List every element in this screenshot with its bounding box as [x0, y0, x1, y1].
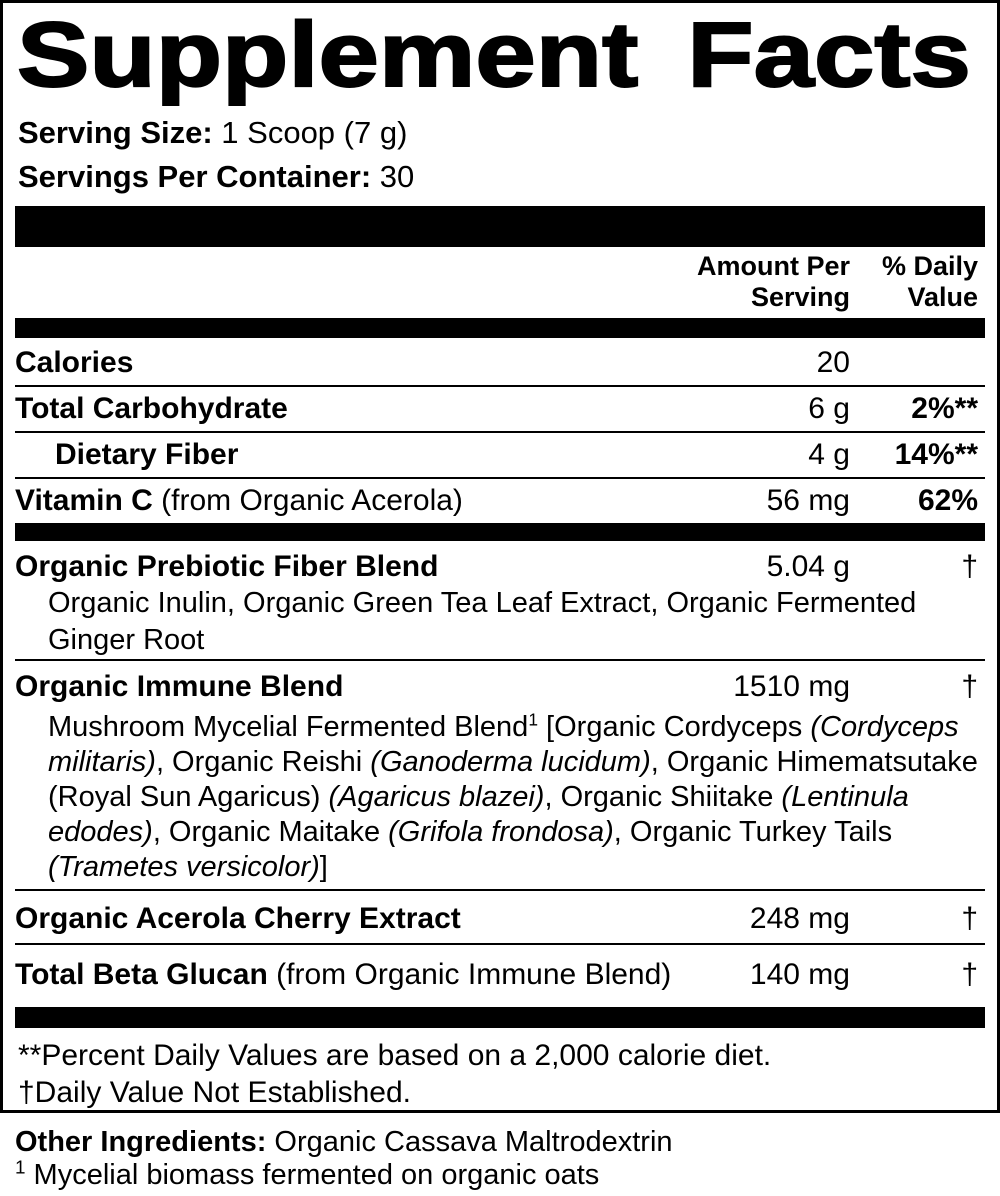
other-ingredients-block: Other Ingredients: Organic Cassava Maltr… [15, 1126, 1000, 1192]
column-header-daily-value: % Daily Value [850, 251, 985, 313]
immune-blend-description: Mushroom Mycelial Fermented Blend1 [Orga… [48, 709, 978, 883]
vitamin-c-daily-value: 62% [917, 484, 978, 517]
amount-header-line2: Serving [750, 282, 850, 312]
other-ingredients-label: Other Ingredients: [15, 1126, 267, 1158]
row-prebiotic-blend: Organic Prebiotic Fiber Blend 5.04 g † [15, 543, 985, 585]
supplement-facts-panel: Supplement Facts Serving Size: 1 Scoop (… [0, 0, 1000, 1113]
mycelial-footnote-line: 1 Mycelial biomass fermented on organic … [15, 1156, 1000, 1192]
row-immune-blend: Organic Immune Blend 1510 mg † [15, 661, 985, 705]
dietary-fiber-name: Dietary Fiber [55, 438, 239, 471]
serving-size-label: Serving Size: [18, 115, 213, 150]
vitamin-c-name-rest: (from Organic Acerola) [152, 484, 463, 517]
immune-blend-dagger: † [961, 670, 978, 703]
separator-bar-header [15, 318, 985, 338]
amount-header-line1: Amount Per [696, 251, 850, 281]
total-carbohydrate-amount: 6 g [808, 392, 850, 425]
footnote-percent-daily: **Percent Daily Values are based on a 2,… [18, 1039, 772, 1072]
dv-header-line2: Value [907, 282, 978, 312]
column-header-spacer [15, 251, 635, 313]
total-carbohydrate-daily-value: 2%** [911, 392, 978, 425]
acerola-cherry-amount: 248 mg [749, 902, 850, 935]
beta-glucan-name: Total Beta Glucan (from Organic Immune B… [15, 957, 671, 993]
serving-size-value: 1 Scoop (7 g) [212, 115, 408, 150]
acerola-cherry-name: Organic Acerola Cherry Extract [15, 902, 461, 935]
servings-per-container-value: 30 [371, 159, 415, 194]
beta-glucan-dagger: † [961, 958, 978, 991]
beta-glucan-name-bold: Total Beta Glucan [15, 958, 268, 991]
row-calories: Calories 20 [15, 341, 985, 387]
vitamin-c-name: Vitamin C (from Organic Acerola) [15, 483, 463, 519]
vitamin-c-amount: 56 mg [766, 484, 850, 517]
immune-blend-amount: 1510 mg [733, 670, 850, 703]
immune-blend-block: Organic Immune Blend 1510 mg † Mushroom … [15, 661, 985, 891]
panel-title: Supplement Facts [16, 4, 972, 106]
row-total-carbohydrate: Total Carbohydrate 6 g 2%** [15, 387, 985, 433]
prebiotic-blend-amount: 5.04 g [766, 550, 850, 583]
beta-glucan-amount: 140 mg [749, 958, 850, 991]
acerola-cherry-dagger: † [961, 902, 978, 935]
dietary-fiber-amount: 4 g [808, 438, 850, 471]
prebiotic-blend-dagger: † [961, 550, 978, 583]
row-acerola-cherry: Organic Acerola Cherry Extract 248 mg † [15, 891, 985, 945]
footnote-daily-value: †Daily Value Not Established. [18, 1076, 411, 1109]
row-dietary-fiber: Dietary Fiber 4 g 14%** [15, 433, 985, 479]
mycelial-footnote-text: Mycelial biomass fermented on organic oa… [25, 1159, 600, 1191]
calories-name: Calories [15, 346, 134, 379]
row-vitamin-c: Vitamin C (from Organic Acerola) 56 mg 6… [15, 479, 985, 523]
vitamin-c-name-bold: Vitamin C [15, 484, 153, 517]
prebiotic-blend-ingredients: Organic Inulin, Organic Green Tea Leaf E… [48, 587, 917, 656]
beta-glucan-name-rest: (from Organic Immune Blend) [267, 958, 672, 991]
column-header-amount: Amount Per Serving [635, 251, 850, 313]
immune-blend-name: Organic Immune Blend [15, 670, 344, 703]
separator-bar-mid [15, 523, 985, 541]
prebiotic-blend-name: Organic Prebiotic Fiber Blend [15, 550, 439, 583]
other-ingredients-value: Organic Cassava Maltrodextrin [266, 1126, 673, 1158]
calories-amount: 20 [816, 346, 850, 379]
prebiotic-blend-block: Organic Prebiotic Fiber Blend 5.04 g † O… [15, 541, 985, 661]
dietary-fiber-daily-value: 14%** [894, 438, 978, 471]
other-ingredients-line: Other Ingredients: Organic Cassava Maltr… [15, 1126, 1000, 1158]
column-header-row: Amount Per Serving % Daily Value [15, 251, 985, 313]
separator-bar-bottom [15, 1007, 985, 1028]
separator-bar-thick-top [15, 206, 985, 247]
row-beta-glucan: Total Beta Glucan (from Organic Immune B… [15, 945, 985, 993]
serving-size-line: Serving Size: 1 Scoop (7 g) [18, 115, 985, 151]
servings-per-container-label: Servings Per Container: [18, 159, 372, 194]
mycelial-footnote-marker: 1 [15, 1156, 26, 1178]
dv-header-line1: % Daily [881, 251, 978, 281]
total-carbohydrate-name: Total Carbohydrate [15, 392, 288, 425]
servings-per-container-line: Servings Per Container: 30 [18, 159, 985, 195]
